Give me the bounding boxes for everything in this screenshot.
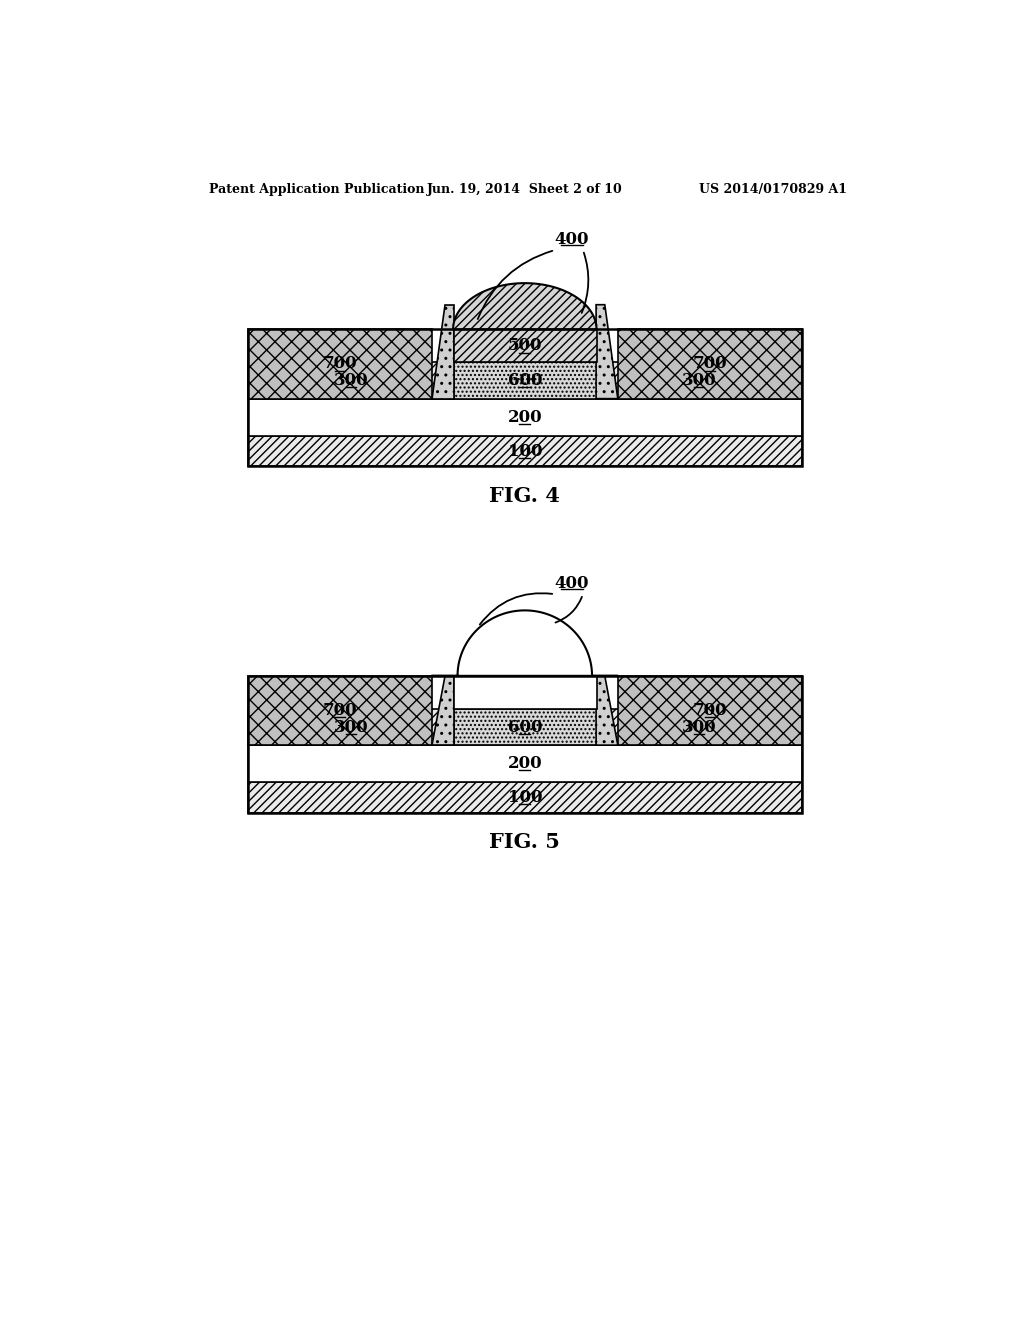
Text: 100: 100 bbox=[508, 442, 542, 459]
Bar bbox=[617, 676, 802, 744]
Text: FIG. 4: FIG. 4 bbox=[489, 486, 560, 506]
Bar bbox=[248, 676, 432, 744]
Text: 300: 300 bbox=[334, 718, 368, 735]
Text: 400: 400 bbox=[555, 231, 590, 248]
Bar bbox=[617, 330, 802, 399]
Text: 200: 200 bbox=[508, 755, 542, 772]
Text: 300: 300 bbox=[682, 718, 717, 735]
Text: 100: 100 bbox=[508, 789, 542, 807]
Bar bbox=[248, 676, 802, 813]
Bar bbox=[596, 709, 802, 744]
Bar bbox=[248, 363, 454, 399]
Polygon shape bbox=[596, 676, 617, 744]
Bar bbox=[248, 436, 802, 466]
Polygon shape bbox=[596, 305, 617, 399]
Text: 600: 600 bbox=[508, 372, 542, 389]
Text: Jun. 19, 2014  Sheet 2 of 10: Jun. 19, 2014 Sheet 2 of 10 bbox=[427, 183, 623, 197]
Bar bbox=[248, 399, 802, 436]
Bar bbox=[248, 709, 454, 744]
Bar bbox=[248, 744, 802, 781]
Bar bbox=[248, 330, 802, 466]
Text: 200: 200 bbox=[508, 409, 542, 425]
Bar bbox=[454, 363, 597, 399]
Text: Patent Application Publication: Patent Application Publication bbox=[209, 183, 425, 197]
Text: 400: 400 bbox=[555, 576, 590, 591]
Text: 700: 700 bbox=[323, 355, 357, 372]
Bar bbox=[248, 781, 802, 813]
Bar bbox=[454, 330, 597, 363]
Bar bbox=[454, 676, 597, 709]
Polygon shape bbox=[432, 676, 454, 744]
Text: 700: 700 bbox=[692, 355, 727, 372]
Text: 700: 700 bbox=[692, 702, 727, 719]
Text: US 2014/0170829 A1: US 2014/0170829 A1 bbox=[699, 183, 847, 197]
Bar bbox=[248, 330, 432, 399]
Text: FIG. 5: FIG. 5 bbox=[489, 832, 560, 853]
Bar bbox=[454, 709, 597, 744]
Text: 300: 300 bbox=[682, 372, 717, 389]
Polygon shape bbox=[431, 610, 618, 676]
Text: 300: 300 bbox=[334, 372, 368, 389]
Text: 700: 700 bbox=[323, 702, 357, 719]
Text: 600: 600 bbox=[508, 718, 542, 735]
Text: 500: 500 bbox=[508, 338, 542, 354]
Polygon shape bbox=[453, 284, 597, 330]
Bar bbox=[596, 363, 802, 399]
Polygon shape bbox=[432, 305, 454, 399]
